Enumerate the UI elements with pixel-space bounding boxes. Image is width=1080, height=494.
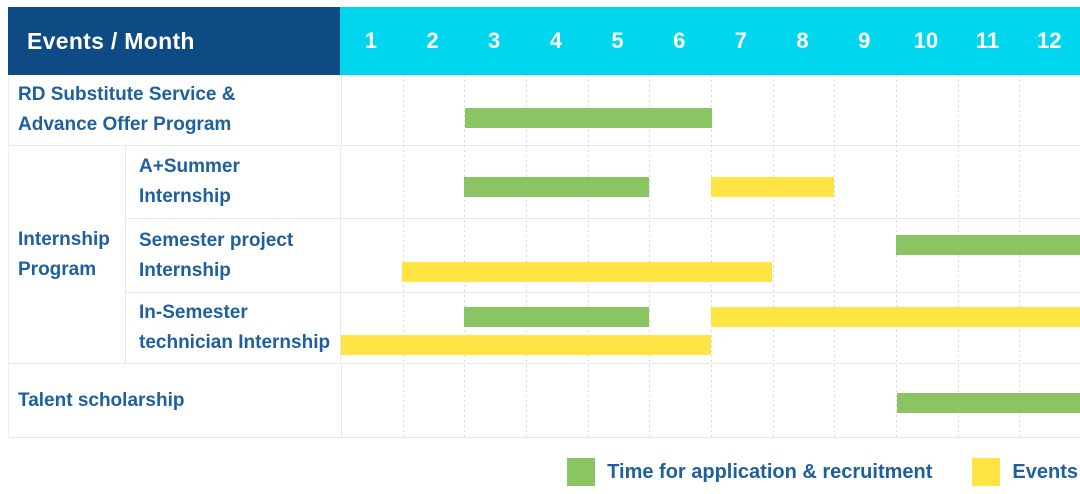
month-label-2: 2 (426, 28, 439, 53)
month-label-3: 3 (488, 28, 501, 53)
group-subrows: A+Summer Internship Semester project Int… (126, 146, 1080, 363)
month-label-11: 11 (975, 28, 1000, 53)
row-a-plus-summer-internship: A+Summer Internship (126, 146, 1080, 219)
event-label-rd-substitute: RD Substitute Service & Advance Offer Pr… (9, 75, 341, 145)
row-talent-scholarship: Talent scholarship (9, 364, 1080, 438)
month-label-12: 12 (1036, 28, 1062, 53)
gantt-bar-green (465, 108, 712, 128)
event-label-line: Advance Offer Program (18, 114, 232, 135)
row-chart-area (339, 293, 1080, 363)
legend-label: Time for application & recruitment (607, 460, 933, 483)
event-label-a-plus-summer: A+Summer Internship (126, 146, 340, 218)
event-label-line: Internship (139, 186, 231, 207)
row-semester-project-internship: Semester project Internship (126, 219, 1080, 293)
gantt-bar-green (463, 307, 649, 327)
header-title-cell: Events / Month (8, 7, 340, 75)
month-label-8: 8 (796, 28, 809, 53)
yellow-swatch-icon (972, 458, 1001, 486)
event-label-line: Talent scholarship (18, 389, 185, 411)
gantt-bar-yellow (402, 262, 773, 282)
event-label-line: technician Internship (139, 332, 331, 353)
event-label-line: RD Substitute Service & (18, 84, 236, 105)
legend-item-events: Events (972, 458, 1078, 486)
row-chart-area (339, 219, 1080, 292)
month-label-10: 10 (913, 28, 939, 53)
month-label-9: 9 (858, 28, 871, 53)
gantt-bar-green (895, 235, 1080, 255)
header-title: Events / Month (27, 27, 195, 54)
legend-label: Events (1012, 460, 1078, 483)
month-label-1: 1 (364, 28, 377, 53)
gantt-bar-yellow (710, 307, 1080, 327)
gantt-bar-yellow (710, 177, 834, 197)
gantt-bar-green (897, 393, 1080, 413)
row-chart-area (341, 364, 1080, 437)
event-label-line: In-Semester (139, 302, 248, 323)
group-label-internship-program: Internship Program (9, 146, 126, 363)
schedule-table: Events / Month 1 2 3 4 5 6 7 8 9 10 11 1… (8, 7, 1080, 438)
legend: Time for application & recruitment Event… (567, 458, 1078, 486)
event-label-line: Semester project (139, 229, 294, 251)
row-chart-area (341, 75, 1080, 145)
event-label-talent-scholarship: Talent scholarship (9, 364, 341, 437)
event-label-line: A+Summer (139, 156, 240, 177)
green-swatch-icon (567, 458, 596, 486)
row-chart-area (339, 146, 1080, 218)
legend-item-application-recruitment: Time for application & recruitment (567, 458, 932, 486)
event-label-in-semester-technician: In-Semester technician Internship (126, 293, 340, 363)
internship-program-group: Internship Program A+Summer Internship S… (9, 146, 1080, 364)
month-header-row: 1 2 3 4 5 6 7 8 9 10 11 12 (340, 7, 1080, 75)
event-label-line: Internship (139, 259, 231, 281)
month-label-4: 4 (549, 28, 562, 53)
gantt-bar-yellow (340, 335, 711, 355)
group-label-line: Internship (18, 228, 110, 250)
row-in-semester-technician-internship: In-Semester technician Internship (126, 293, 1080, 363)
month-label-7: 7 (734, 28, 747, 53)
month-label-5: 5 (611, 28, 624, 53)
group-label-line: Program (18, 258, 97, 280)
table-header: Events / Month 1 2 3 4 5 6 7 8 9 10 11 1… (8, 7, 1080, 75)
event-label-semester-project: Semester project Internship (126, 219, 340, 292)
month-label-6: 6 (673, 28, 686, 53)
table-body: RD Substitute Service & Advance Offer Pr… (8, 75, 1080, 438)
gantt-bar-green (463, 177, 649, 197)
row-rd-substitute-service: RD Substitute Service & Advance Offer Pr… (9, 75, 1080, 146)
